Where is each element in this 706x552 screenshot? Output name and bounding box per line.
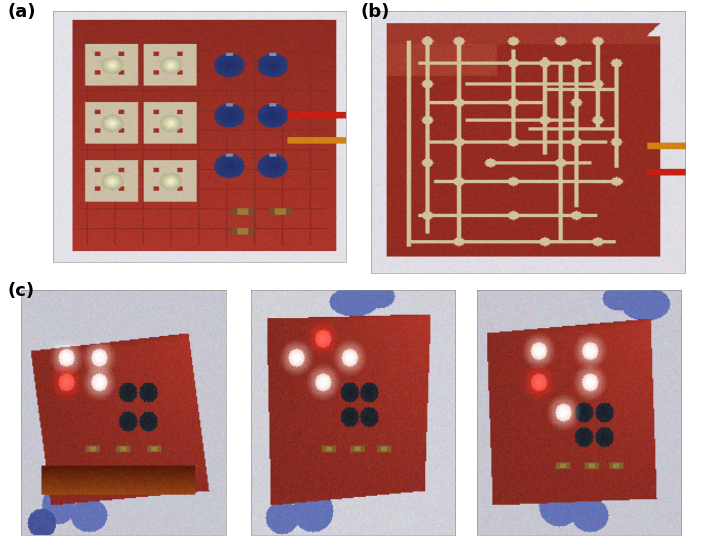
- Text: (a): (a): [7, 3, 35, 21]
- Text: (c): (c): [7, 282, 34, 300]
- Text: (b): (b): [360, 3, 390, 21]
